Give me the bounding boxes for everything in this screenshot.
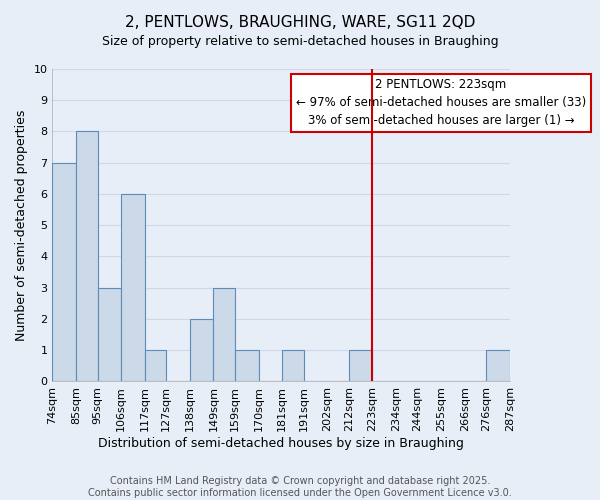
Text: Size of property relative to semi-detached houses in Braughing: Size of property relative to semi-detach… bbox=[101, 35, 499, 48]
Text: 2, PENTLOWS, BRAUGHING, WARE, SG11 2QD: 2, PENTLOWS, BRAUGHING, WARE, SG11 2QD bbox=[125, 15, 475, 30]
Bar bbox=[349, 350, 373, 382]
Bar bbox=[98, 288, 121, 382]
Bar bbox=[282, 350, 304, 382]
Text: 2 PENTLOWS: 223sqm
← 97% of semi-detached houses are smaller (33)
3% of semi-det: 2 PENTLOWS: 223sqm ← 97% of semi-detache… bbox=[296, 78, 586, 128]
Bar bbox=[190, 319, 214, 382]
Bar bbox=[121, 194, 145, 382]
Text: Contains HM Land Registry data © Crown copyright and database right 2025.
Contai: Contains HM Land Registry data © Crown c… bbox=[88, 476, 512, 498]
Bar bbox=[76, 132, 98, 382]
X-axis label: Distribution of semi-detached houses by size in Braughing: Distribution of semi-detached houses by … bbox=[98, 437, 464, 450]
Bar bbox=[235, 350, 259, 382]
Y-axis label: Number of semi-detached properties: Number of semi-detached properties bbox=[15, 110, 28, 341]
Bar bbox=[52, 162, 76, 382]
Bar bbox=[486, 350, 510, 382]
Bar bbox=[214, 288, 235, 382]
Bar bbox=[145, 350, 166, 382]
